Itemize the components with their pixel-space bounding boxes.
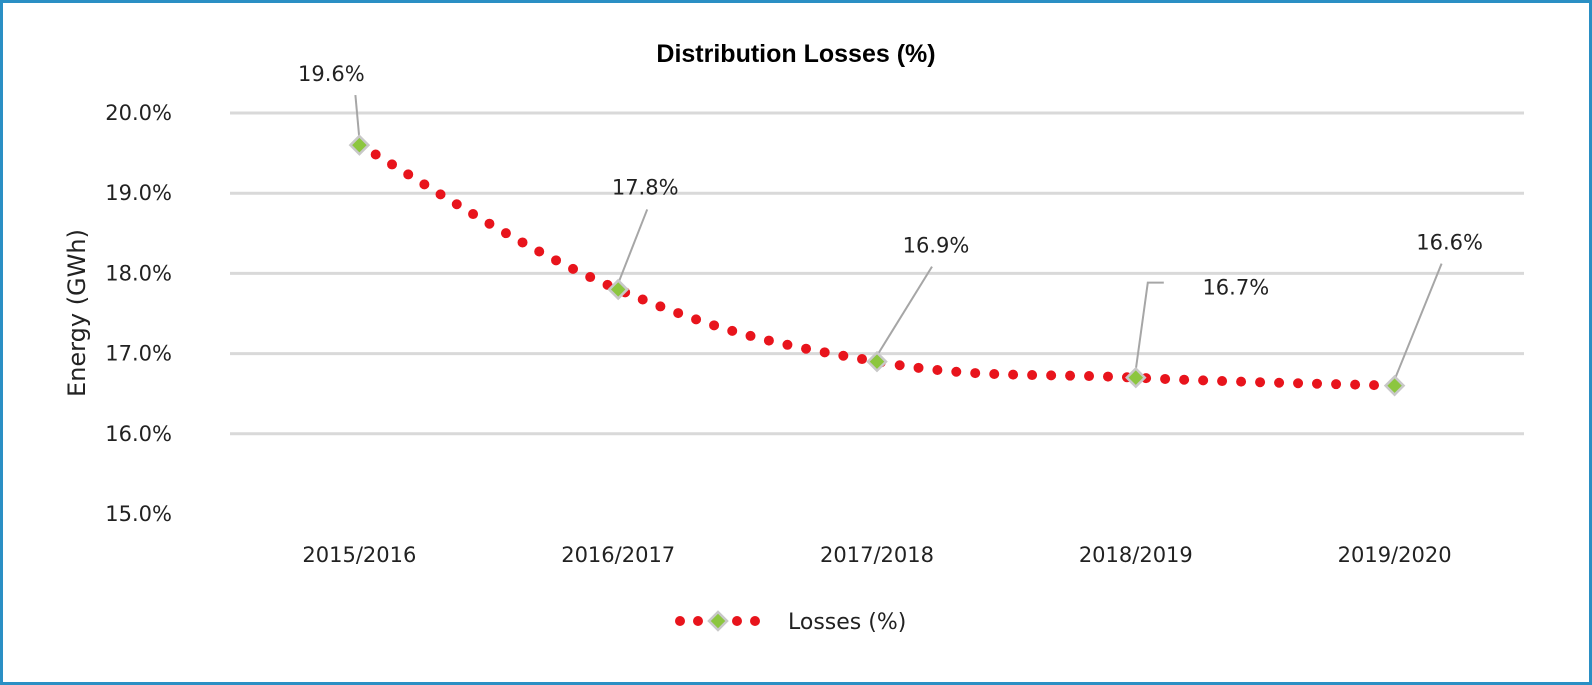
x-tick-label: 2017/2018: [820, 543, 934, 567]
leader-line: [1134, 281, 1164, 370]
legend-dot: [750, 616, 760, 626]
data-label: 17.8%: [612, 175, 679, 199]
leader-line: [354, 94, 361, 140]
x-tick-label: 2018/2019: [1079, 543, 1193, 567]
data-label: 19.6%: [298, 62, 365, 86]
data-point: [1125, 366, 1147, 389]
legend-symbol: [675, 610, 760, 632]
data-label: 16.9%: [903, 234, 970, 258]
data-label: 16.7%: [1202, 276, 1269, 300]
data-point: [348, 134, 371, 156]
legend-dot: [675, 616, 685, 626]
y-tick-label: 17.0%: [105, 342, 172, 366]
y-axis-ticks: 15.0% 16.0% 17.0% 18.0% 19.0% 20.0%: [105, 101, 172, 526]
x-tick-label: 2016/2017: [561, 543, 675, 567]
x-tick-label: 2019/2020: [1338, 543, 1452, 567]
data-label-leaders: [354, 94, 1443, 381]
series-losses: [354, 140, 1400, 391]
data-markers: [348, 134, 1406, 397]
y-tick-label: 16.0%: [105, 422, 172, 446]
data-labels: 19.6% 17.8% 16.9% 16.7% 16.6%: [298, 62, 1483, 300]
data-point: [1383, 374, 1406, 397]
legend-dot: [732, 616, 742, 626]
y-tick-label: 15.0%: [105, 502, 172, 526]
y-axis-label: Energy (GWh): [63, 229, 91, 397]
y-tick-label: 20.0%: [105, 101, 172, 125]
data-point: [866, 350, 888, 373]
leader-line: [876, 266, 933, 357]
series-line: [354, 140, 1400, 391]
data-point: [607, 278, 629, 301]
legend: Losses (%): [675, 610, 906, 635]
leader-line: [617, 209, 649, 284]
legend-marker: [707, 610, 729, 632]
chart-title: Distribution Losses (%): [656, 40, 935, 68]
y-tick-label: 19.0%: [105, 181, 172, 205]
leader-line: [1393, 263, 1443, 381]
x-axis-ticks: 2015/2016 2016/2017 2017/2018 2018/2019 2019…: [302, 543, 1451, 567]
gridlines: [230, 111, 1524, 436]
legend-dot: [693, 616, 703, 626]
y-tick-label: 18.0%: [105, 261, 172, 285]
data-label: 16.6%: [1416, 231, 1483, 255]
legend-label: Losses (%): [788, 610, 906, 635]
x-tick-label: 2015/2016: [302, 543, 416, 567]
